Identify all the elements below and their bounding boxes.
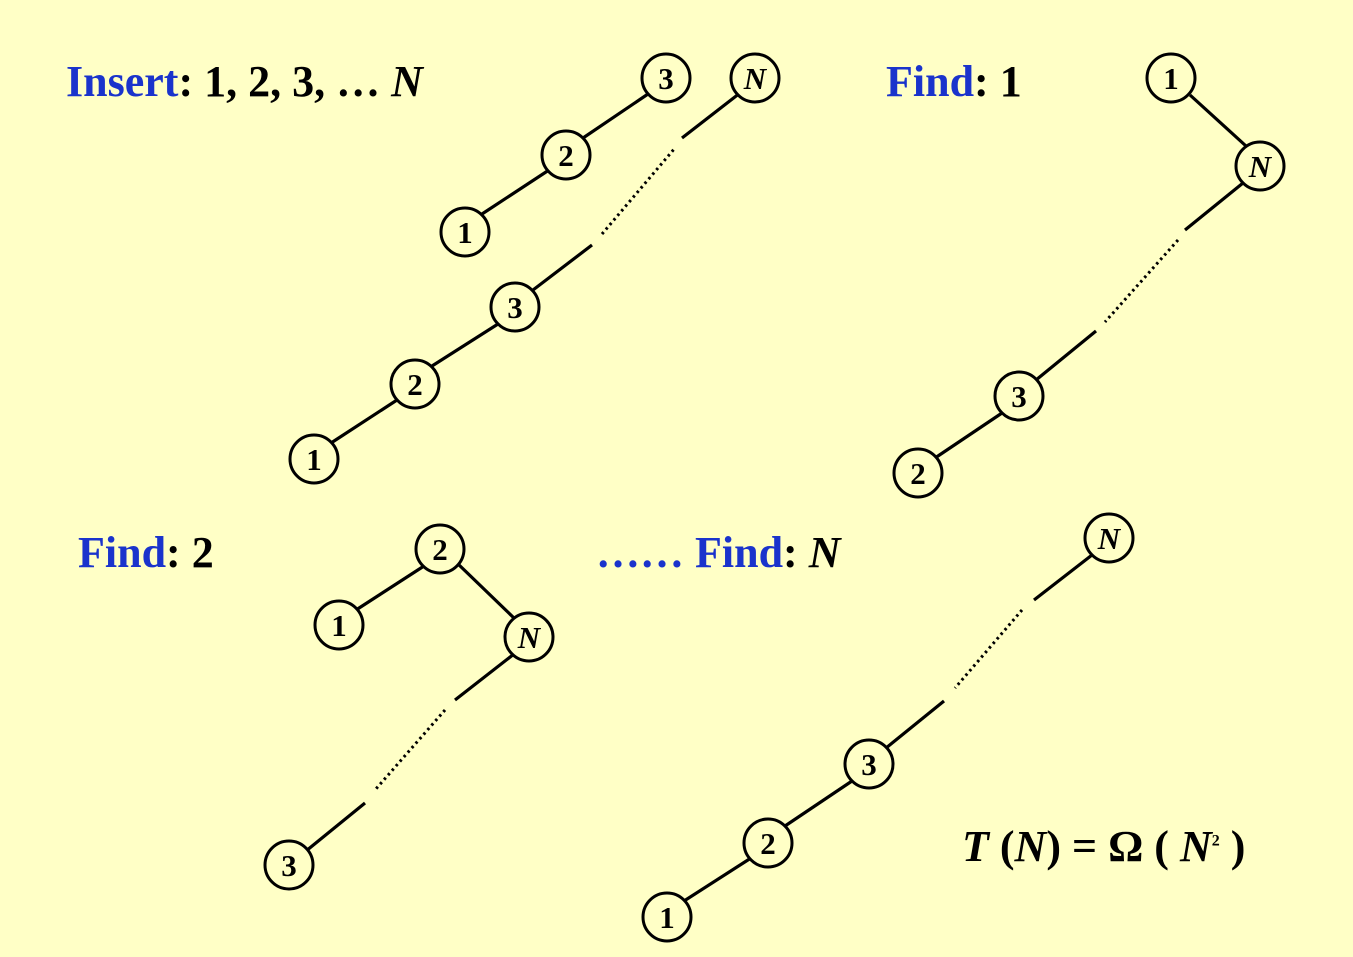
edge: [1034, 555, 1092, 600]
insert-var: N: [391, 57, 423, 106]
svg-text:3: 3: [281, 848, 297, 883]
edge: [583, 94, 648, 138]
formula-exponent: 2: [1212, 832, 1220, 849]
insert-label: Insert: 1, 2, 3, … N: [66, 60, 423, 104]
tree-node: 1: [290, 435, 338, 483]
tree-node: 2: [744, 819, 792, 867]
edge: [682, 93, 740, 138]
findN-var: N: [809, 528, 841, 577]
tree-node: N: [505, 613, 553, 661]
edge: [1190, 95, 1246, 146]
find1-label: Find: 1: [886, 60, 1022, 104]
formula-end: ): [1220, 822, 1246, 871]
svg-text:N: N: [517, 620, 542, 655]
svg-text:1: 1: [659, 900, 675, 935]
tree-node: 3: [995, 372, 1043, 420]
edge: [306, 803, 365, 851]
svg-text:1: 1: [1163, 61, 1179, 96]
svg-text:1: 1: [306, 442, 322, 477]
tree-node: 2: [894, 449, 942, 497]
tree-node: N: [1085, 514, 1133, 562]
tree-node: N: [1236, 142, 1284, 190]
svg-text:3: 3: [1011, 379, 1027, 414]
svg-text:2: 2: [910, 456, 926, 491]
formula-open: (: [989, 822, 1015, 871]
tree-node: 2: [416, 525, 464, 573]
svg-text:1: 1: [457, 215, 473, 250]
formula-n: N: [1015, 822, 1047, 871]
tree-node: 1: [441, 208, 489, 256]
edge: [432, 324, 498, 366]
formula-close: ) =: [1046, 822, 1108, 871]
svg-text:3: 3: [658, 61, 674, 96]
findN-prefix: ……: [596, 528, 695, 577]
edge: [935, 413, 1002, 458]
find2-label: Find: 2: [78, 531, 214, 575]
svg-text:2: 2: [432, 532, 448, 567]
find2-tree: 2 1 N 3: [265, 525, 553, 889]
svg-text:2: 2: [760, 826, 776, 861]
tree-node: 2: [391, 360, 439, 408]
ellipsis-dots: [1105, 240, 1178, 322]
tree-node: N: [731, 54, 779, 102]
tree-node: 3: [642, 54, 690, 102]
find2-keyword: Find: [78, 528, 166, 577]
formula-t: T: [962, 822, 989, 871]
insert-small-chain: 1 2 3: [441, 54, 690, 256]
svg-text:N: N: [1248, 149, 1273, 184]
findN-colon: :: [783, 528, 809, 577]
tree-node: 2: [542, 131, 590, 179]
insert-keyword: Insert: [66, 57, 178, 106]
insert-long-chain: 1 2 3 N: [290, 54, 779, 483]
findN-keyword: Find: [695, 528, 783, 577]
ellipsis-dots: [955, 610, 1022, 688]
edge: [1185, 183, 1243, 230]
svg-text:N: N: [1097, 521, 1122, 556]
formula-n2: N: [1180, 822, 1212, 871]
edge: [533, 245, 592, 290]
tree-node: 3: [491, 283, 539, 331]
svg-text:1: 1: [331, 608, 347, 643]
tree-node: 1: [1147, 54, 1195, 102]
find1-tree: 1 N 3 2: [894, 54, 1284, 497]
svg-text:N: N: [743, 61, 768, 96]
findN-tree: N 3 2 1: [643, 514, 1133, 941]
edge: [684, 858, 751, 901]
formula-omega: Ω: [1108, 822, 1143, 871]
tree-node: 3: [845, 740, 893, 788]
find1-value: : 1: [974, 57, 1022, 106]
complexity-formula: T (N) = Ω ( N2 ): [962, 825, 1245, 869]
tree-node: 1: [315, 601, 363, 649]
tree-node: 1: [643, 893, 691, 941]
formula-paren: (: [1143, 822, 1180, 871]
edge: [785, 781, 852, 826]
svg-text:2: 2: [558, 138, 574, 173]
edge: [356, 566, 424, 610]
svg-text:2: 2: [407, 367, 423, 402]
edge: [482, 170, 549, 214]
ellipsis-dots: [602, 148, 675, 234]
edge: [455, 654, 514, 700]
svg-text:3: 3: [861, 747, 877, 782]
edge: [331, 400, 397, 443]
edge: [457, 563, 515, 619]
svg-text:3: 3: [507, 290, 523, 325]
tree-node: 3: [265, 841, 313, 889]
insert-sequence: : 1, 2, 3, …: [178, 57, 391, 106]
edge: [886, 701, 944, 748]
edge: [1036, 331, 1096, 380]
find2-value: : 2: [166, 528, 214, 577]
findN-label: …… Find: N: [596, 531, 840, 575]
ellipsis-dots: [375, 710, 445, 790]
find1-keyword: Find: [886, 57, 974, 106]
